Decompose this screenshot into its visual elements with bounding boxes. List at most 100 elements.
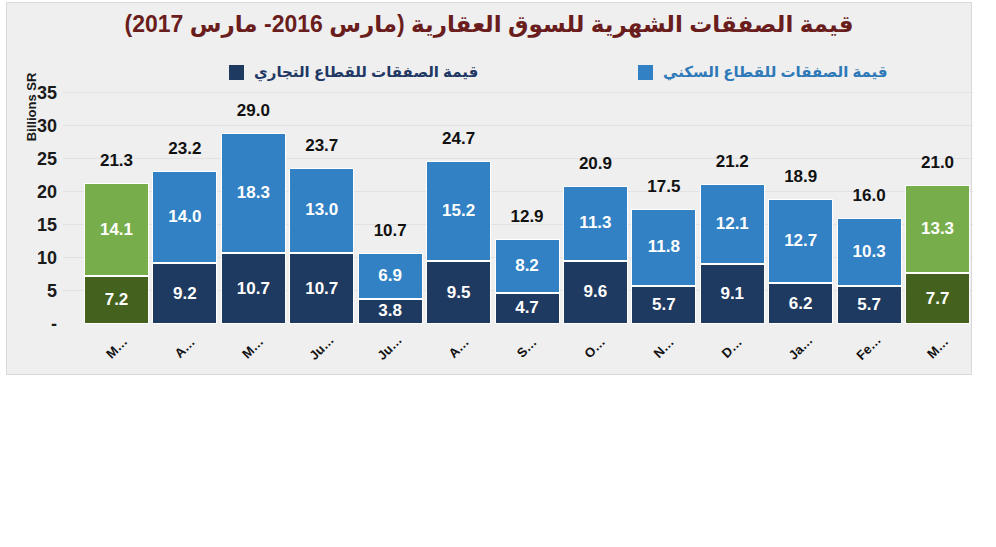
total-value-label: 23.2 xyxy=(148,139,221,159)
x-axis-tick-label: N… xyxy=(631,315,696,380)
residential-value-label: 8.2 xyxy=(515,256,539,276)
residential-value-label: 6.9 xyxy=(378,266,402,286)
x-axis-tick-label: M… xyxy=(84,315,149,380)
commercial-value-label: 7.2 xyxy=(105,290,129,310)
residential-value-label: 18.3 xyxy=(237,183,270,203)
residential-value-label: 13.0 xyxy=(305,200,338,220)
bar-segment-commercial: 9.5 xyxy=(426,261,491,324)
bar-segment-commercial: 7.7 xyxy=(905,273,970,324)
residential-value-label: 14.1 xyxy=(100,220,133,240)
bar: 8.2 4.7 xyxy=(495,239,560,324)
bar: 12.7 6.2 xyxy=(768,199,833,324)
y-axis-tick-label: 15 xyxy=(15,214,57,236)
bar: 14.1 7.2 xyxy=(84,183,149,324)
bar: 13.3 7.7 xyxy=(905,185,970,324)
total-value-label: 29.0 xyxy=(217,101,290,121)
commercial-value-label: 10.7 xyxy=(237,279,270,299)
bar: 11.3 9.6 xyxy=(563,186,628,324)
x-axis-tick-label: Fe… xyxy=(837,315,902,380)
residential-value-label: 13.3 xyxy=(921,219,954,239)
residential-value-label: 15.2 xyxy=(442,201,475,221)
total-value-label: 21.0 xyxy=(901,153,974,173)
commercial-value-label: 9.6 xyxy=(584,282,608,302)
bar-segment-commercial: 7.2 xyxy=(84,276,149,324)
bar-segment-commercial: 3.8 xyxy=(358,299,423,324)
bar-segment-residential: 15.2 xyxy=(426,161,491,261)
bar: 12.1 9.1 xyxy=(700,184,765,324)
bar-segment-residential: 10.3 xyxy=(837,218,902,286)
bar: 6.9 3.8 xyxy=(358,253,423,324)
bar: 13.0 10.7 xyxy=(289,168,354,324)
total-value-label: 24.7 xyxy=(422,129,495,149)
bar-segment-residential: 12.1 xyxy=(700,184,765,264)
residential-value-label: 12.1 xyxy=(716,214,749,234)
bar-segment-residential: 13.3 xyxy=(905,185,970,273)
y-axis-tick-label: 10 xyxy=(15,247,57,269)
stacked-bar-chart: قيمة الصفقات الشهرية للسوق العقارية (مار… xyxy=(6,2,972,375)
total-value-label: 21.2 xyxy=(696,152,769,172)
bar-segment-residential: 8.2 xyxy=(495,239,560,293)
total-value-label: 21.3 xyxy=(80,151,153,171)
bar-segment-residential: 13.0 xyxy=(289,168,354,254)
commercial-value-label: 9.2 xyxy=(173,284,197,304)
x-axis-tick-label: Ju… xyxy=(358,315,423,380)
bar: 11.85.7 xyxy=(631,209,696,325)
x-axis-tick-label: Ju… xyxy=(289,315,354,380)
commercial-value-label: 5.7 xyxy=(857,295,881,315)
residential-value-label: 11.3 xyxy=(579,213,611,233)
bar-segment-commercial: 9.2 xyxy=(152,263,217,324)
residential-value-label: 12.7 xyxy=(784,231,817,251)
bar-segment-commercial: 5.7 xyxy=(837,286,902,324)
commercial-value-label: 9.5 xyxy=(447,283,471,303)
commercial-value-label: 9.1 xyxy=(720,284,744,304)
bar-segment-residential: 14.0 xyxy=(152,171,217,263)
commercial-value-label: 6.2 xyxy=(789,294,813,314)
residential-value-label: 14.0 xyxy=(168,207,201,227)
total-value-label: 16.0 xyxy=(833,186,906,206)
x-axis-tick-label: M… xyxy=(221,315,286,380)
bar-segment-residential: 18.3 xyxy=(221,133,286,254)
y-axis-tick-label: 35 xyxy=(15,82,57,104)
bar-segment-commercial: 6.2 xyxy=(768,283,833,324)
gridline xyxy=(63,125,973,126)
total-value-label: 17.5 xyxy=(627,177,700,197)
y-axis-tick-label: - xyxy=(15,313,57,335)
commercial-value-label: 7.7 xyxy=(926,289,950,309)
bar-segment-commercial: 9.6 xyxy=(563,261,628,324)
total-value-label: 12.9 xyxy=(491,207,564,227)
commercial-value-label: 10.7 xyxy=(305,279,338,299)
x-axis-tick-label: Ja… xyxy=(768,315,833,380)
x-axis-tick-label: M… xyxy=(905,315,970,380)
total-value-label: 18.9 xyxy=(764,167,837,187)
total-value-label: 23.7 xyxy=(285,136,358,156)
bar-segment-commercial: 4.7 xyxy=(495,293,560,324)
x-axis-tick-label: A… xyxy=(426,315,491,380)
bar-segment-commercial: 10.7 xyxy=(289,253,354,324)
commercial-value-label: 3.8 xyxy=(378,301,402,321)
total-value-label: 10.7 xyxy=(354,221,427,241)
bar: 18.3 10.7 xyxy=(221,133,286,324)
residential-value-label: 10.3 xyxy=(853,242,886,262)
x-axis-tick-label: A… xyxy=(152,315,217,380)
y-axis-tick-label: 30 xyxy=(15,115,57,137)
bar-segment-residential: 6.9 xyxy=(358,253,423,299)
gridline xyxy=(63,92,973,93)
commercial-value-label: 4.7 xyxy=(515,298,539,318)
y-axis-title: Billions SR xyxy=(24,52,40,162)
bar: 10.3 5.7 xyxy=(837,218,902,324)
commercial-value-label: 5.7 xyxy=(652,295,676,315)
plot-area: 14.17.221.3M…14.09.223.2A…18.310.729.0M…… xyxy=(63,3,973,324)
bar-segment-residential: 12.7 xyxy=(768,199,833,283)
bar-segment-residential: 11.3 xyxy=(563,186,628,261)
bar-segment-commercial: 5.7 xyxy=(631,286,696,324)
x-axis-tick-label: S… xyxy=(494,315,559,380)
bar: 15.2 9.5 xyxy=(426,161,491,324)
y-axis-tick-label: 25 xyxy=(15,148,57,170)
bar-segment-commercial: 9.1 xyxy=(700,264,765,324)
bar-segment-commercial: 10.7 xyxy=(221,253,286,324)
bar: 14.0 9.2 xyxy=(152,171,217,324)
y-axis-tick-label: 5 xyxy=(15,280,57,302)
total-value-label: 20.9 xyxy=(559,154,632,174)
x-axis-tick-label: O… xyxy=(563,315,628,380)
y-axis-tick-label: 20 xyxy=(15,181,57,203)
